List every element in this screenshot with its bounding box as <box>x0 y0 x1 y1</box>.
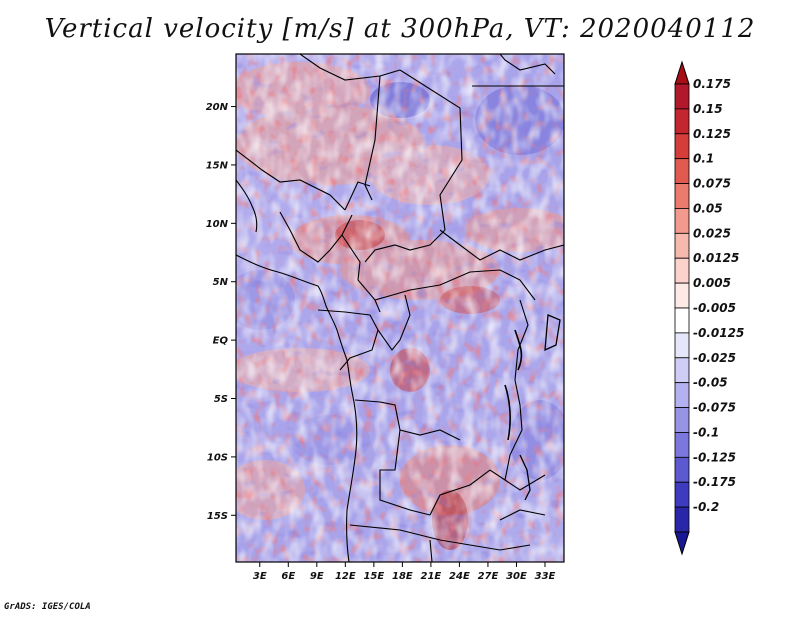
lat-tick-label: 5S <box>214 394 228 405</box>
lat-tick-label: EQ <box>213 336 229 347</box>
colorbar-label: -0.0125 <box>693 326 744 340</box>
colorbar: 0.175 0.15 0.125 0.1 0.075 0.05 0.025 0.0125 0.0… <box>674 60 744 556</box>
lon-tick-label: 6E <box>281 571 295 582</box>
colorbar-label: -0.175 <box>693 475 736 489</box>
colorbar-swatch <box>674 506 690 533</box>
lat-tick-label: 20N <box>206 102 229 113</box>
colorbar-swatch <box>674 83 690 110</box>
lat-tick-label: 10S <box>207 452 228 463</box>
colorbar-top-arrow <box>674 60 690 85</box>
colorbar-swatch <box>674 183 690 209</box>
colorbar-swatch <box>674 307 690 334</box>
colorbar-label: -0.125 <box>693 450 736 464</box>
colorbar-swatch <box>674 407 690 433</box>
lat-tick-label: 15S <box>207 511 228 522</box>
colorbar-label: -0.2 <box>693 500 719 514</box>
colorbar-swatch <box>674 432 690 458</box>
lon-tick-label: 12E <box>335 571 356 582</box>
colorbar-label: 0.025 <box>693 226 731 240</box>
lat-tick-label: 5N <box>213 277 229 288</box>
lat-tick-label: 15N <box>206 160 229 171</box>
velocity-field <box>236 54 564 562</box>
colorbar-swatch <box>674 133 690 160</box>
colorbar-bottom-arrow <box>674 531 690 556</box>
lon-tick-label: 21E <box>421 571 442 582</box>
colorbar-swatch <box>674 382 690 408</box>
colorbar-label: -0.005 <box>693 301 736 315</box>
lon-tick-label: 33E <box>535 571 556 582</box>
lon-tick-label: 18E <box>392 571 413 582</box>
colorbar-swatch <box>674 232 690 259</box>
colorbar-swatch <box>674 158 690 184</box>
colorbar-label: 0.175 <box>693 77 731 91</box>
credit-text: GrADS: IGES/COLA <box>4 602 91 612</box>
lon-tick-label: 24E <box>449 571 470 582</box>
colorbar-swatch <box>674 481 690 508</box>
lon-tick-label: 9E <box>310 571 324 582</box>
colorbar-swatch <box>674 456 690 483</box>
country-borders <box>236 54 564 562</box>
lon-tick-label: 30E <box>506 571 527 582</box>
lon-tick-label: 15E <box>363 571 384 582</box>
colorbar-label: 0.075 <box>693 177 731 191</box>
map-title: Vertical velocity [m/s] at 300hPa, VT: 2… <box>44 14 756 44</box>
lon-tick-label: 3E <box>253 571 267 582</box>
colorbar-label: 0.15 <box>693 102 723 116</box>
colorbar-swatch <box>674 357 690 384</box>
colorbar-label: 0.125 <box>693 127 731 141</box>
colorbar-label: 0.05 <box>693 201 723 215</box>
colorbar-label: -0.05 <box>693 376 728 390</box>
colorbar-label: -0.075 <box>693 401 736 415</box>
lon-tick-label: 27E <box>478 571 499 582</box>
map-frame <box>235 53 565 563</box>
colorbar-label: 0.0125 <box>693 251 739 265</box>
colorbar-swatch <box>674 282 690 309</box>
colorbar-swatch <box>674 332 690 359</box>
lat-tick-label: 10N <box>206 219 229 230</box>
colorbar-label: 0.1 <box>693 152 714 166</box>
latitude-axis: 20N 15N 10N 5N EQ 5S 10S 15S <box>206 102 236 522</box>
colorbar-swatch <box>674 257 690 284</box>
colorbar-swatch <box>674 208 690 234</box>
colorbar-label: -0.1 <box>693 425 719 439</box>
colorbar-swatch <box>674 108 690 135</box>
colorbar-label: -0.025 <box>693 351 736 365</box>
longitude-axis: 3E 6E 9E 12E 15E 18E 21E 24E 27E 30E 33E <box>253 562 556 582</box>
colorbar-label: 0.005 <box>693 276 731 290</box>
